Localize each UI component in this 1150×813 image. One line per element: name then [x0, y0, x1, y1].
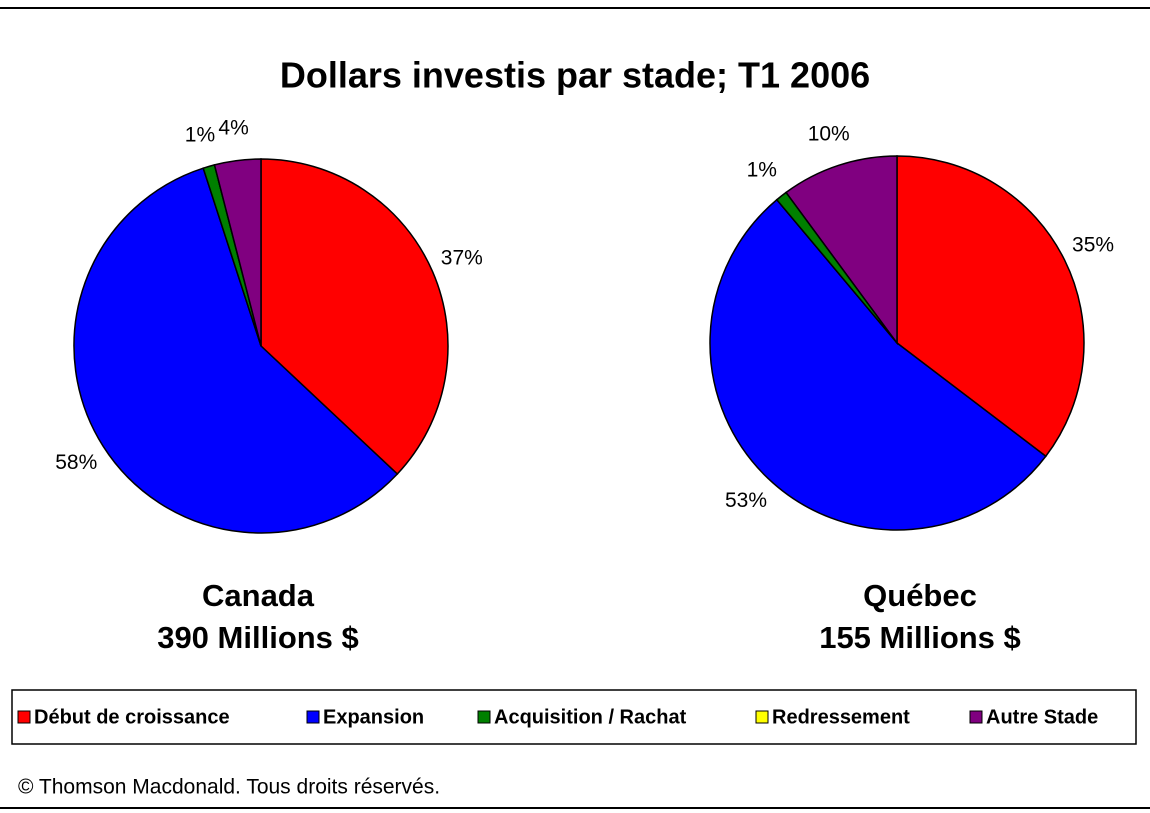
- legend-swatch: [477, 710, 491, 724]
- data-label: 58%: [55, 451, 97, 474]
- pie-subtitle: 390 Millions $: [157, 620, 359, 655]
- data-label: 1%: [747, 159, 777, 182]
- pie-slice: [260, 158, 449, 476]
- data-label: 1%: [185, 123, 215, 146]
- pie-title: Québec: [863, 578, 977, 613]
- legend-label: Début de croissance: [34, 706, 230, 728]
- pie-slice: [73, 167, 399, 534]
- data-label: 10%: [808, 123, 850, 146]
- legend-label: Redressement: [772, 706, 910, 728]
- pie-slice: [896, 155, 1085, 458]
- legend-label: Acquisition / Rachat: [494, 706, 687, 728]
- data-label: 4%: [218, 116, 248, 139]
- footer: © Thomson Macdonald. Tous droits réservé…: [18, 776, 440, 799]
- legend: [11, 689, 1137, 745]
- pie-title: Canada: [202, 578, 315, 613]
- legend-swatch: [17, 710, 31, 724]
- pie-slice: [213, 158, 262, 347]
- data-label: 37%: [441, 247, 483, 270]
- chart-title: Dollars investis par stade; T1 2006: [280, 55, 870, 96]
- data-label: 35%: [1072, 233, 1114, 256]
- legend-label: Autre Stade: [986, 706, 1098, 728]
- legend-label: Expansion: [323, 706, 424, 728]
- data-label: 53%: [725, 489, 767, 512]
- pie-slice: [785, 155, 898, 346]
- legend-swatch: [306, 710, 320, 724]
- pie-subtitle: 155 Millions $: [819, 620, 1021, 655]
- legend-swatch: [755, 710, 769, 724]
- legend-swatch: [969, 710, 983, 724]
- pie-slice: [709, 198, 1047, 531]
